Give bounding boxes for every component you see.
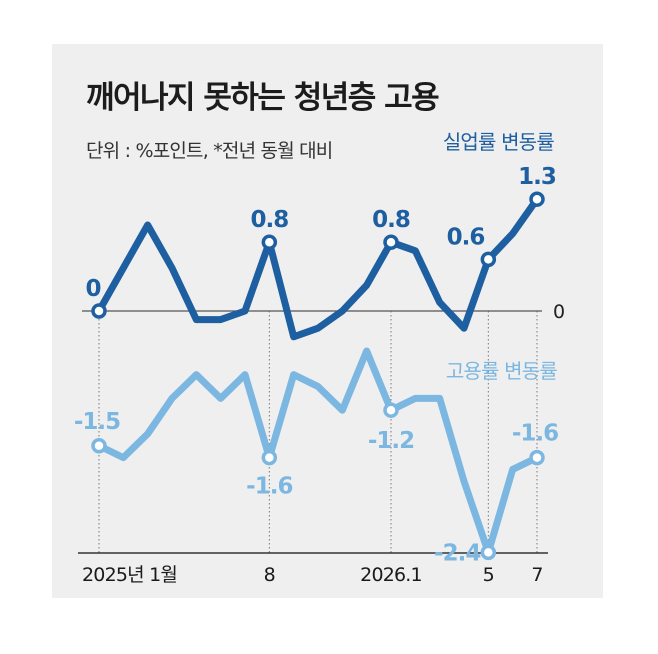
zero-label: 0 xyxy=(553,301,565,323)
data-point-unemployment xyxy=(383,234,399,250)
x-tick-label: 7 xyxy=(531,564,542,586)
data-label-unemployment: 0 xyxy=(85,276,100,302)
data-label-employment: -1.6 xyxy=(512,421,558,447)
data-label-unemployment: 0.6 xyxy=(447,224,485,250)
legend-employment: 고용률 변동률 xyxy=(446,359,558,383)
data-label-employment: -1.2 xyxy=(368,428,414,454)
guide-lines xyxy=(98,311,538,553)
data-label-unemployment: 0.8 xyxy=(372,207,410,233)
legend-unemployment: 실업률 변동률 xyxy=(443,130,555,154)
x-tick-labels: 2025년 1월 8 2026.1 5 7 xyxy=(82,564,543,586)
series-line-unemployment xyxy=(95,195,541,341)
data-point-employment xyxy=(261,449,278,466)
data-point-employment xyxy=(91,438,107,454)
chart-subtitle: 단위 : %포인트, *전년 동월 대비 xyxy=(86,140,333,162)
series-line-employment xyxy=(95,347,541,556)
data-point-unemployment xyxy=(480,251,497,268)
chart-title: 깨어나지 못하는 청년층 고용 xyxy=(86,80,440,116)
data-label-employment: -1.5 xyxy=(74,409,120,435)
data-label-employment: -2.4 xyxy=(434,540,480,566)
x-tick-label: 8 xyxy=(264,564,275,586)
data-label-unemployment: 1.3 xyxy=(518,164,556,190)
data-label-unemployment: 0.8 xyxy=(250,207,288,233)
data-point-employment xyxy=(480,544,497,561)
series-layer: 0 0.8 0.8 0.6 1.3 -1.5 -1.6 -1.2 -2.4 -1.6 xyxy=(74,164,559,566)
x-tick-label: 5 xyxy=(483,564,494,586)
data-point-unemployment xyxy=(91,303,107,319)
data-label-employment: -1.6 xyxy=(246,474,292,500)
x-tick-label: 2026.1 xyxy=(360,564,422,586)
x-tick-label: 2025년 1월 xyxy=(82,564,177,586)
data-point-unemployment xyxy=(261,234,278,250)
data-point-unemployment xyxy=(529,191,545,207)
data-point-employment xyxy=(383,402,399,418)
data-point-employment xyxy=(529,449,545,466)
